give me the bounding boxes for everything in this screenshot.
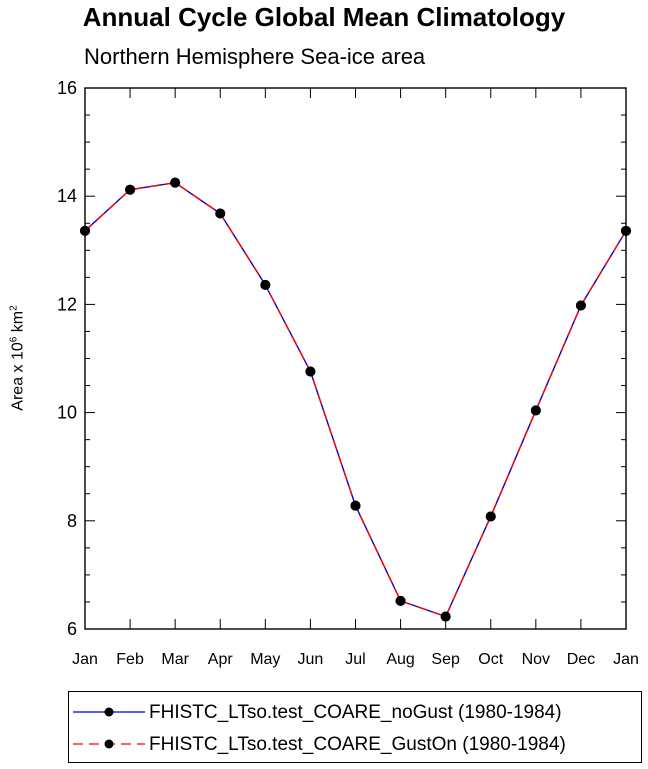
y-tick-label: 16	[57, 78, 77, 98]
data-point-1	[485, 511, 496, 522]
x-tick-label: Jun	[298, 651, 324, 668]
data-point-1	[530, 405, 541, 416]
y-tick-label: 8	[67, 511, 77, 531]
chart-subtitle: Northern Hemisphere Sea-ice area	[84, 44, 426, 69]
data-point-1	[125, 184, 136, 195]
series-line-1	[84, 181, 627, 618]
data-point-1	[440, 611, 451, 622]
x-tick-label: Jan	[72, 651, 98, 668]
data-point-1	[170, 177, 181, 188]
series-line-0	[84, 181, 627, 618]
legend-label-guston: FHISTC_LTso.test_COARE_GustOn (1980-1984…	[149, 734, 566, 755]
data-point-1	[350, 500, 361, 511]
legend-swatch-nogust	[73, 707, 145, 717]
x-tick-label: Dec	[567, 651, 595, 668]
data-point-1	[260, 279, 271, 290]
data-point-1	[395, 595, 406, 606]
data-point-1	[621, 225, 631, 236]
legend-item-nogust: FHISTC_LTso.test_COARE_noGust (1980-1984…	[69, 697, 643, 727]
x-tick-label: Oct	[478, 651, 503, 668]
plot-frame	[84, 87, 627, 630]
y-tick-label: 12	[57, 294, 77, 314]
data-point-1	[215, 208, 226, 219]
legend-item-guston: FHISTC_LTso.test_COARE_GustOn (1980-1984…	[69, 729, 643, 759]
x-tick-label: Jul	[345, 651, 365, 668]
data-point-1	[575, 300, 586, 311]
chart-plot-area: 6 8 10 12 14 16 Jan Feb Mar Apr May Jun Jul Aug Sep Oct…	[57, 78, 639, 668]
x-tick-label: Aug	[386, 651, 414, 668]
x-tick-label: Jan	[613, 651, 639, 668]
x-tick-label: Nov	[522, 651, 550, 668]
legend: FHISTC_LTso.test_COARE_noGust (1980-1984…	[68, 691, 642, 763]
legend-label-nogust: FHISTC_LTso.test_COARE_noGust (1980-1984…	[149, 702, 562, 723]
x-tick-label: Feb	[116, 651, 144, 668]
y-tick-label: 10	[57, 403, 77, 423]
x-tick-label: Sep	[431, 651, 460, 668]
legend-swatch-guston	[73, 739, 145, 749]
data-point-1	[80, 225, 90, 236]
data-point-1	[305, 366, 316, 377]
x-tick-label: Mar	[161, 651, 189, 668]
chart-title: Annual Cycle Global Mean Climatology	[82, 2, 566, 32]
y-tick-label: 14	[57, 186, 77, 206]
x-tick-label: May	[250, 651, 280, 668]
y-tick-label: 6	[67, 619, 77, 639]
x-tick-label: Apr	[208, 651, 234, 668]
